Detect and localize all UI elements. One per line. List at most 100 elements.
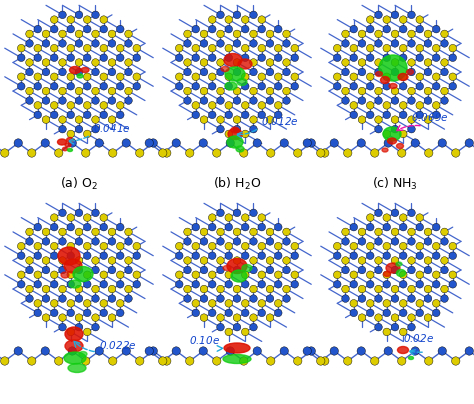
Circle shape (441, 295, 448, 302)
Circle shape (59, 238, 66, 245)
Circle shape (350, 252, 357, 259)
Ellipse shape (386, 263, 400, 273)
Circle shape (192, 299, 200, 307)
Circle shape (50, 242, 58, 250)
Circle shape (383, 54, 391, 61)
Circle shape (358, 285, 366, 293)
Circle shape (83, 271, 91, 279)
Circle shape (175, 252, 183, 259)
Circle shape (100, 16, 108, 23)
Circle shape (330, 347, 338, 355)
Circle shape (375, 125, 383, 133)
Circle shape (184, 68, 191, 76)
Circle shape (291, 271, 299, 279)
Bar (320, 334, 470, 383)
Circle shape (425, 149, 433, 157)
Circle shape (411, 347, 419, 355)
Circle shape (59, 116, 66, 124)
Circle shape (192, 101, 200, 109)
Circle shape (133, 242, 141, 250)
Circle shape (441, 59, 448, 66)
Circle shape (391, 116, 399, 124)
Circle shape (416, 44, 424, 52)
Circle shape (175, 54, 183, 61)
Circle shape (133, 82, 141, 90)
Circle shape (400, 44, 407, 52)
Circle shape (449, 82, 456, 90)
Circle shape (184, 97, 191, 104)
Circle shape (75, 40, 83, 47)
Circle shape (75, 68, 83, 76)
Circle shape (241, 73, 249, 80)
Circle shape (209, 299, 216, 307)
Ellipse shape (231, 127, 239, 133)
Circle shape (366, 16, 374, 23)
Circle shape (400, 25, 407, 33)
Circle shape (366, 242, 374, 250)
Circle shape (408, 97, 415, 104)
Circle shape (175, 44, 183, 52)
Circle shape (67, 54, 74, 61)
Circle shape (27, 357, 36, 365)
Circle shape (108, 257, 116, 264)
Circle shape (175, 280, 183, 288)
Circle shape (366, 309, 374, 317)
Circle shape (416, 16, 424, 23)
Circle shape (241, 130, 249, 138)
Circle shape (225, 299, 233, 307)
Circle shape (266, 59, 274, 66)
Circle shape (416, 280, 424, 288)
Ellipse shape (396, 143, 403, 149)
Circle shape (416, 252, 424, 259)
Circle shape (217, 125, 224, 133)
Circle shape (75, 238, 83, 245)
Circle shape (250, 314, 257, 322)
Circle shape (108, 59, 116, 66)
Circle shape (391, 285, 399, 293)
Circle shape (50, 101, 58, 109)
Circle shape (83, 82, 91, 90)
Circle shape (441, 238, 448, 245)
Circle shape (383, 252, 391, 259)
Ellipse shape (81, 67, 89, 72)
Circle shape (108, 116, 116, 124)
Circle shape (125, 238, 132, 245)
Circle shape (225, 328, 233, 336)
Circle shape (91, 40, 99, 47)
Circle shape (42, 257, 50, 264)
Ellipse shape (225, 82, 237, 90)
Ellipse shape (242, 265, 252, 271)
Circle shape (192, 82, 200, 90)
Circle shape (350, 223, 357, 231)
Circle shape (133, 252, 141, 259)
Circle shape (441, 97, 448, 104)
Circle shape (34, 44, 42, 52)
Circle shape (416, 242, 424, 250)
Circle shape (432, 252, 440, 259)
Circle shape (400, 82, 407, 90)
Circle shape (391, 40, 399, 47)
Circle shape (26, 68, 33, 76)
Circle shape (225, 252, 233, 259)
Circle shape (233, 125, 241, 133)
Circle shape (100, 101, 108, 109)
Circle shape (117, 309, 124, 317)
Circle shape (375, 59, 383, 66)
Circle shape (91, 97, 99, 104)
Circle shape (303, 347, 311, 355)
Circle shape (375, 30, 383, 38)
Circle shape (383, 101, 391, 109)
Circle shape (291, 44, 299, 52)
Circle shape (163, 149, 171, 157)
Circle shape (424, 59, 432, 66)
Circle shape (233, 228, 241, 236)
Circle shape (83, 309, 91, 317)
Circle shape (75, 11, 83, 19)
Circle shape (274, 223, 282, 231)
Circle shape (217, 257, 224, 264)
Circle shape (175, 242, 183, 250)
Circle shape (149, 347, 157, 355)
Circle shape (274, 242, 282, 250)
Circle shape (59, 285, 66, 293)
Circle shape (59, 228, 66, 236)
